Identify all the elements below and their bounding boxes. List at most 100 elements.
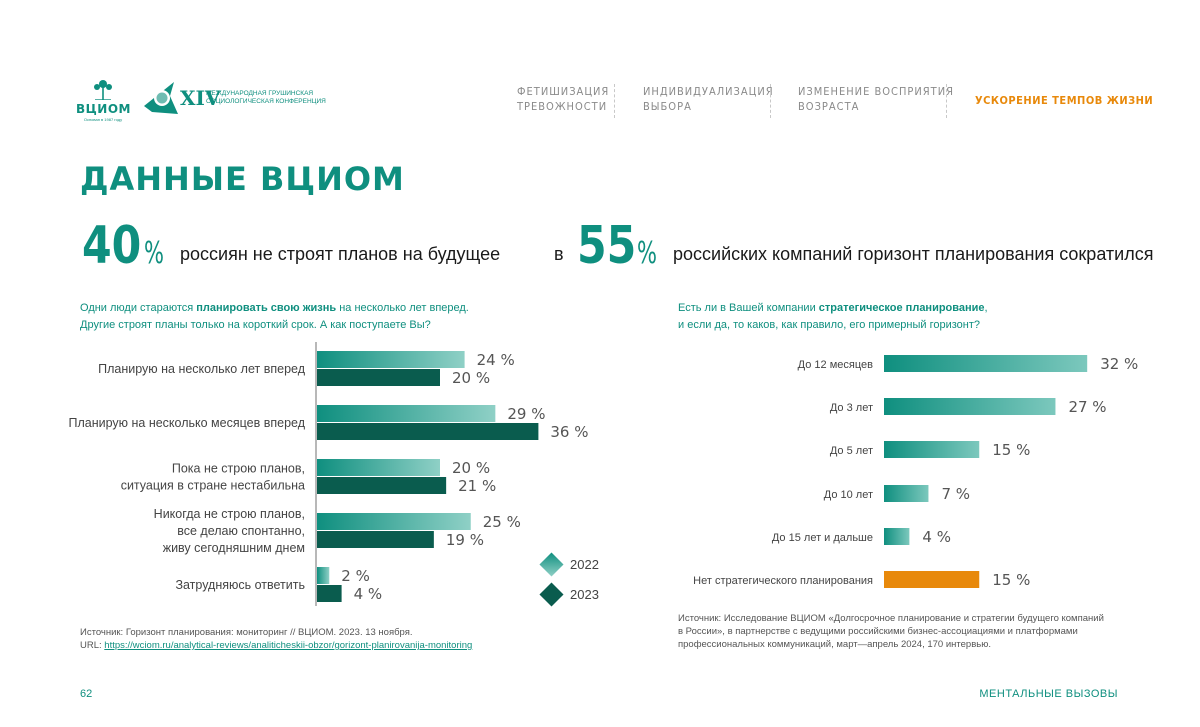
grushin-emblem-icon xyxy=(144,82,178,114)
left-bar-value-label: 20 % xyxy=(452,369,490,387)
question-text: и если да, то каков, как правило, его пр… xyxy=(678,319,981,331)
question-text: Одни люди стараются xyxy=(80,302,197,314)
nav-divider xyxy=(614,84,615,118)
left-bar-2023 xyxy=(317,477,447,494)
left-bar-value-label: 4 % xyxy=(354,585,383,603)
source-text: профессиональных коммуникаций, март—апре… xyxy=(678,639,991,650)
right-source: Источник: Исследование ВЦИОМ «Долгосрочн… xyxy=(678,612,1104,651)
left-chart-question: Одни люди стараются планировать свою жиз… xyxy=(80,300,520,334)
left-bar-2022 xyxy=(317,351,465,368)
source-url-label: URL: xyxy=(80,640,105,651)
footer-section: Ментальные вызовы xyxy=(979,688,1118,700)
left-bar-value-label: 20 % xyxy=(452,459,490,477)
right-bar xyxy=(884,528,910,545)
vciom-logo: ВЦИОМ Основан в 1987 году xyxy=(76,78,130,124)
left-source: Источник: Горизонт планирования: монитор… xyxy=(80,626,472,652)
left-bar-2022 xyxy=(317,567,330,584)
source-text: в России», в партнерстве с ведущими росс… xyxy=(678,626,1078,637)
conference-number: XIV xyxy=(180,86,221,110)
left-bar-2023 xyxy=(317,423,539,440)
nav-divider xyxy=(770,84,771,118)
source-text: Источник: Горизонт планирования: монитор… xyxy=(80,627,413,638)
left-category-label: Никогда не строю планов, xyxy=(154,507,305,521)
right-category-label: До 15 лет и дальше xyxy=(772,532,873,544)
right-bar xyxy=(884,485,929,502)
nav-line: Ускорение темпов жизни xyxy=(975,94,1154,107)
stat-right-text: российских компаний горизонт планировани… xyxy=(673,244,1154,264)
nav-line: возраста xyxy=(798,100,860,113)
left-bar-2023 xyxy=(317,585,342,602)
stat-left-value: 40 xyxy=(82,216,142,276)
tree-icon xyxy=(94,80,112,100)
right-bar-value-label: 27 % xyxy=(1068,398,1106,416)
nav-line: Фетишизация xyxy=(517,85,610,98)
source-link[interactable]: https://wciom.ru/analytical-reviews/anal… xyxy=(104,640,473,651)
stat-left-unit: % xyxy=(144,236,164,271)
right-category-label: Нет стратегического планирования xyxy=(693,575,873,587)
right-category-label: До 10 лет xyxy=(824,489,873,501)
right-category-label: До 5 лет xyxy=(830,445,873,457)
right-bar-value-label: 7 % xyxy=(941,485,970,503)
left-bar-2023 xyxy=(317,531,434,548)
right-bar-value-label: 4 % xyxy=(922,528,951,546)
right-bar-value-label: 15 % xyxy=(992,571,1030,589)
question-text: , xyxy=(984,302,988,314)
left-bar-2022 xyxy=(317,459,440,476)
nav-line: выбора xyxy=(643,100,692,113)
right-bar xyxy=(884,355,1088,372)
nav-line: Индивидуализация xyxy=(643,85,774,98)
stat-right-unit: % xyxy=(637,236,657,271)
nav-line: тревожности xyxy=(517,100,608,113)
left-bar-chart: Планирую на несколько лет вперед 24 %20 %… xyxy=(68,342,589,606)
nav-item-fetishization[interactable]: Фетишизация тревожности xyxy=(517,84,609,118)
nav-divider xyxy=(946,84,947,118)
right-bar-highlight xyxy=(884,571,980,588)
left-bar-value-label: 29 % xyxy=(507,405,545,423)
left-bar-value-label: 2 % xyxy=(341,567,370,585)
right-bar-chart: До 12 месяцев 32 % До 3 лет 27 % До 5 лет 15 … xyxy=(693,355,1138,589)
left-bar-2022 xyxy=(317,405,496,422)
question-text: Есть ли в Вашей компании xyxy=(678,302,819,314)
vciom-logo-name: ВЦИОМ xyxy=(76,102,131,116)
left-category-label: все делаю спонтанно, xyxy=(177,524,305,538)
nav-item-age-perception[interactable]: Изменение восприятия возраста xyxy=(798,84,954,118)
left-bar-2022 xyxy=(317,513,471,530)
conference-name: Международная грушинская социологическая… xyxy=(206,90,326,105)
legend-2022-label: 2022 xyxy=(570,557,599,572)
left-category-label: Планирую на несколько лет вперед xyxy=(98,362,306,376)
left-category-label: Пока не строю планов, xyxy=(172,462,305,476)
question-text: на несколько лет вперед. xyxy=(336,302,469,314)
stat-right-value: 55 xyxy=(577,216,637,276)
right-category-label: До 12 месяцев xyxy=(798,359,873,371)
right-bar-value-label: 32 % xyxy=(1100,355,1138,373)
right-category-label: До 3 лет xyxy=(830,402,873,414)
left-category-label: ситуация в стране нестабильна xyxy=(121,479,305,493)
question-text: Другие строят планы только на короткий с… xyxy=(80,319,431,331)
left-category-label: Затрудняюсь ответить xyxy=(175,578,305,592)
right-bar-value-label: 15 % xyxy=(992,441,1030,459)
left-bar-value-label: 19 % xyxy=(446,531,484,549)
left-bar-2023 xyxy=(317,369,440,386)
nav-item-acceleration[interactable]: Ускорение темпов жизни xyxy=(975,93,1153,127)
vciom-logo-sub: Основан в 1987 году xyxy=(83,117,123,122)
stat-left-text: россиян не строят планов на будущее xyxy=(180,244,501,264)
conference-logo: XIV Международная грушинская социологиче… xyxy=(140,76,330,118)
left-bar-value-label: 36 % xyxy=(550,423,588,441)
page-title: ДАННЫЕ ВЦИОМ xyxy=(80,160,405,198)
left-bar-value-label: 25 % xyxy=(483,513,521,531)
right-bar xyxy=(884,398,1056,415)
nav-item-individualization[interactable]: Индивидуализация выбора xyxy=(643,84,774,118)
left-category-label: живу сегодняшним днем xyxy=(163,541,305,555)
legend-2023-label: 2023 xyxy=(570,587,599,602)
right-bar xyxy=(884,441,980,458)
stat-right-prefix: в xyxy=(554,244,564,264)
nav-line: Изменение восприятия xyxy=(798,85,954,98)
left-bar-value-label: 24 % xyxy=(477,351,515,369)
question-bold: планировать свою жизнь xyxy=(196,302,337,314)
left-bar-value-label: 21 % xyxy=(458,477,496,495)
source-text: Источник: Исследование ВЦИОМ «Долгосрочн… xyxy=(678,613,1104,624)
right-chart-question: Есть ли в Вашей компании стратегическое … xyxy=(678,300,1118,334)
page-number: 62 xyxy=(80,688,93,700)
left-category-label: Планирую на несколько месяцев вперед xyxy=(68,416,305,430)
